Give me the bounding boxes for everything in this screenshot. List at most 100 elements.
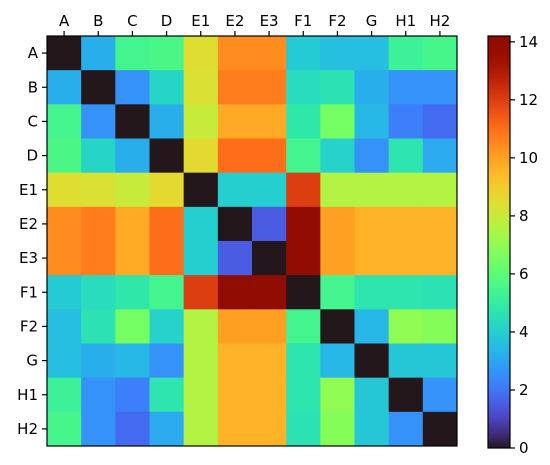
heatmap-cell-E1-E2 [217,172,253,208]
x-tick-label: H1 [395,12,416,30]
heatmap-cell-D-E3 [252,138,287,174]
heatmap-cell-H1-F2 [320,377,355,413]
heatmap-cell-E1-E1 [183,172,219,208]
colorbar-tick-label: 4 [519,323,529,341]
heatmap-cell-H1-D [149,377,185,413]
heatmap-cell-H1-F1 [286,377,321,413]
y-tick-label: A [28,44,39,62]
heatmap-cell-E2-F1 [286,206,321,242]
colorbar-tick-label: 10 [519,149,538,167]
heatmap-cell-E3-E1 [183,241,219,276]
heatmap-cell-D-G [354,138,390,174]
x-tick-label: F2 [328,12,346,30]
heatmap-cell-D-D [149,138,185,174]
heatmap-cell-H1-A [47,377,82,413]
y-tick-label: C [28,112,38,130]
heatmap-cell-E3-G [354,241,390,276]
heatmap-cell-A-G [354,36,390,71]
heatmap-cell-G-F2 [320,343,355,379]
heatmap-cell-C-E1 [183,104,219,139]
heatmap-cell-H1-E1 [183,377,219,413]
heatmap-cell-C-G [354,104,390,139]
heatmap-cell-E3-B [81,241,116,276]
heatmap-cell-H2-G [354,411,390,447]
colorbar-ticks: 0 2 4 6 8 10 12 14 [510,33,538,457]
heatmap-cell-E1-B [81,172,116,208]
heatmap-cell-F1-E3 [252,275,287,310]
heatmap-cell-H1-C [115,377,150,413]
heatmap-cell-F2-A [47,309,82,344]
heatmap-cell-F2-F2 [320,309,355,344]
heatmap-cell-E2-A [47,206,82,242]
heatmap-cell-A-C [115,36,150,71]
heatmap-cell-E3-E2 [217,241,253,276]
heatmap-cell-A-F1 [286,36,321,71]
heatmap-cell-E3-H2 [422,241,458,276]
heatmap-cell-E1-G [354,172,390,208]
heatmap-cell-E3-D [149,241,185,276]
heatmap-cell-B-F2 [320,70,355,105]
heatmap-cell-F2-B [81,309,116,344]
colorbar-tick-label: 0 [519,439,529,457]
heatmap-cell-G-E2 [217,343,253,379]
heatmap-cell-H1-H2 [422,377,458,413]
x-tick-label: E1 [191,12,210,30]
heatmap-cell-A-B [81,36,116,71]
heatmap-cell-F2-E1 [183,309,219,344]
heatmap-cell-B-H1 [388,70,424,105]
heatmap-cell-F1-H2 [422,275,458,310]
y-tick-label: E2 [19,215,38,233]
heatmap-cell-A-E3 [252,36,287,71]
heatmap-cell-E1-E3 [252,172,287,208]
y-tick-label: E1 [19,181,38,199]
colorbar-tick-label: 14 [519,33,538,51]
heatmap-cell-E1-H2 [422,172,458,208]
heatmap-cell-F1-H1 [388,275,424,310]
heatmap-cell-F1-G [354,275,390,310]
heatmap-cell-A-F2 [320,36,355,71]
heatmap-cell-G-G [354,343,390,379]
colorbar-tick-label: 8 [519,207,529,225]
heatmap-cell-C-E2 [217,104,253,139]
heatmap-cell-G-E3 [252,343,287,379]
colorbar-tick-label: 6 [519,265,529,283]
y-tick-label: D [26,147,38,165]
heatmap-cell-E2-E1 [183,206,219,242]
heatmap-cell-E2-C [115,206,150,242]
heatmap-cell-C-A [47,104,82,139]
heatmap-cell-H2-C [115,411,150,447]
heatmap-cell-E2-H1 [388,206,424,242]
heatmap-cell-F2-G [354,309,390,344]
x-tick-label: A [59,12,70,30]
heatmap-cell-F1-F1 [286,275,321,310]
heatmap-cell-E3-A [47,241,82,276]
heatmap-cell-H1-E2 [217,377,253,413]
heatmap-cell-C-F2 [320,104,355,139]
heatmap-cell-G-A [47,343,82,379]
heatmap-cell-E2-B [81,206,116,242]
y-tick-label: B [28,78,38,96]
heatmap-cell-B-E3 [252,70,287,105]
x-tick-label: B [93,12,103,30]
plot-frame [46,35,458,447]
heatmap-cell-A-E1 [183,36,219,71]
heatmap-cell-H2-A [47,411,82,447]
heatmap-cell-E3-E3 [252,241,287,276]
heatmap-cell-H2-D [149,411,185,447]
heatmap-cell-C-F1 [286,104,321,139]
heatmap-cell-A-E2 [217,36,253,71]
heatmap-cell-G-E1 [183,343,219,379]
heatmap-cell-A-H2 [422,36,458,71]
heatmap-cell-C-H1 [388,104,424,139]
heatmap-cell-C-C [115,104,150,139]
y-tick-label: G [26,352,38,370]
heatmap-cell-G-H2 [422,343,458,379]
heatmap-cell-E2-F2 [320,206,355,242]
colorbar-tick-label: 12 [519,91,538,109]
heatmap-cell-D-B [81,138,116,174]
heatmap-cell-E3-H1 [388,241,424,276]
heatmap-cell-A-D [149,36,185,71]
heatmap-cell-G-C [115,343,150,379]
y-tick-label: F1 [20,283,38,301]
